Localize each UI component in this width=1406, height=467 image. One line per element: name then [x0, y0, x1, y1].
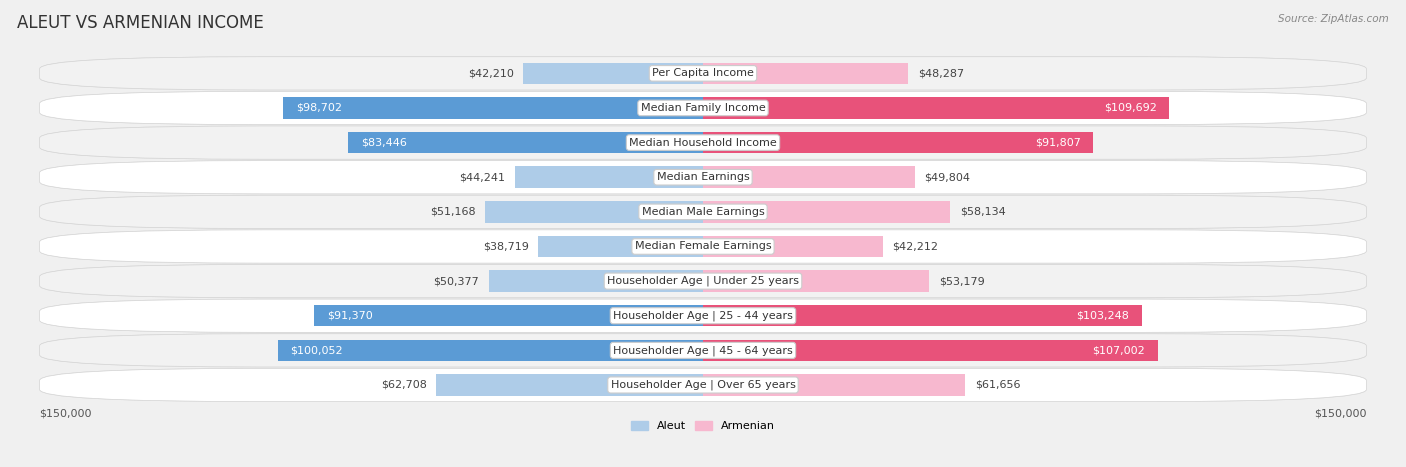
Bar — [277, 340, 703, 361]
Text: $51,168: $51,168 — [430, 207, 475, 217]
Text: Median Earnings: Median Earnings — [657, 172, 749, 182]
Text: Median Male Earnings: Median Male Earnings — [641, 207, 765, 217]
Text: $98,702: $98,702 — [297, 103, 342, 113]
Bar — [489, 270, 703, 292]
FancyBboxPatch shape — [39, 195, 1367, 228]
FancyBboxPatch shape — [39, 126, 1367, 159]
Text: $42,210: $42,210 — [468, 68, 515, 78]
Text: $107,002: $107,002 — [1092, 346, 1146, 355]
Bar — [703, 97, 1170, 119]
FancyBboxPatch shape — [39, 92, 1367, 125]
Text: Householder Age | Under 25 years: Householder Age | Under 25 years — [607, 276, 799, 286]
Legend: Aleut, Armenian: Aleut, Armenian — [627, 416, 779, 436]
FancyBboxPatch shape — [39, 368, 1367, 402]
Bar — [703, 236, 883, 257]
Bar — [523, 63, 703, 84]
Text: Median Female Earnings: Median Female Earnings — [634, 241, 772, 252]
FancyBboxPatch shape — [39, 161, 1367, 194]
Bar — [703, 63, 908, 84]
Text: $42,212: $42,212 — [891, 241, 938, 252]
Text: $50,377: $50,377 — [433, 276, 479, 286]
Bar — [703, 270, 929, 292]
FancyBboxPatch shape — [39, 57, 1367, 90]
Bar — [436, 374, 703, 396]
Bar — [538, 236, 703, 257]
FancyBboxPatch shape — [39, 299, 1367, 333]
Text: Source: ZipAtlas.com: Source: ZipAtlas.com — [1278, 14, 1389, 24]
FancyBboxPatch shape — [39, 264, 1367, 298]
Text: $109,692: $109,692 — [1104, 103, 1157, 113]
Text: $91,370: $91,370 — [328, 311, 373, 321]
Bar — [703, 167, 915, 188]
Text: $44,241: $44,241 — [460, 172, 505, 182]
Bar — [315, 305, 703, 326]
FancyBboxPatch shape — [39, 333, 1367, 368]
FancyBboxPatch shape — [39, 229, 1367, 263]
FancyBboxPatch shape — [39, 368, 1367, 402]
Text: $61,656: $61,656 — [974, 380, 1021, 390]
Text: $58,134: $58,134 — [960, 207, 1005, 217]
Text: Householder Age | Over 65 years: Householder Age | Over 65 years — [610, 380, 796, 390]
Bar — [703, 132, 1094, 153]
Text: ALEUT VS ARMENIAN INCOME: ALEUT VS ARMENIAN INCOME — [17, 14, 263, 32]
Bar — [485, 201, 703, 223]
Text: $38,719: $38,719 — [482, 241, 529, 252]
Text: Median Household Income: Median Household Income — [628, 138, 778, 148]
Text: $150,000: $150,000 — [1315, 409, 1367, 418]
Text: $150,000: $150,000 — [39, 409, 91, 418]
FancyBboxPatch shape — [39, 91, 1367, 125]
FancyBboxPatch shape — [39, 334, 1367, 367]
FancyBboxPatch shape — [39, 160, 1367, 194]
Bar — [703, 305, 1142, 326]
FancyBboxPatch shape — [39, 230, 1367, 263]
Text: $91,807: $91,807 — [1035, 138, 1081, 148]
FancyBboxPatch shape — [39, 57, 1367, 90]
Bar — [703, 201, 950, 223]
Bar — [349, 132, 703, 153]
FancyBboxPatch shape — [39, 299, 1367, 333]
Bar — [703, 374, 965, 396]
FancyBboxPatch shape — [39, 195, 1367, 229]
Bar — [515, 167, 703, 188]
Text: $49,804: $49,804 — [924, 172, 970, 182]
Text: Householder Age | 25 - 44 years: Householder Age | 25 - 44 years — [613, 311, 793, 321]
Text: $103,248: $103,248 — [1077, 311, 1129, 321]
Text: $62,708: $62,708 — [381, 380, 427, 390]
Text: $53,179: $53,179 — [939, 276, 984, 286]
Text: $48,287: $48,287 — [918, 68, 965, 78]
Text: $83,446: $83,446 — [361, 138, 406, 148]
Bar — [283, 97, 703, 119]
Text: Per Capita Income: Per Capita Income — [652, 68, 754, 78]
Text: $100,052: $100,052 — [290, 346, 343, 355]
FancyBboxPatch shape — [39, 126, 1367, 160]
Text: Householder Age | 45 - 64 years: Householder Age | 45 - 64 years — [613, 345, 793, 355]
FancyBboxPatch shape — [39, 264, 1367, 298]
Text: Median Family Income: Median Family Income — [641, 103, 765, 113]
Bar — [703, 340, 1159, 361]
